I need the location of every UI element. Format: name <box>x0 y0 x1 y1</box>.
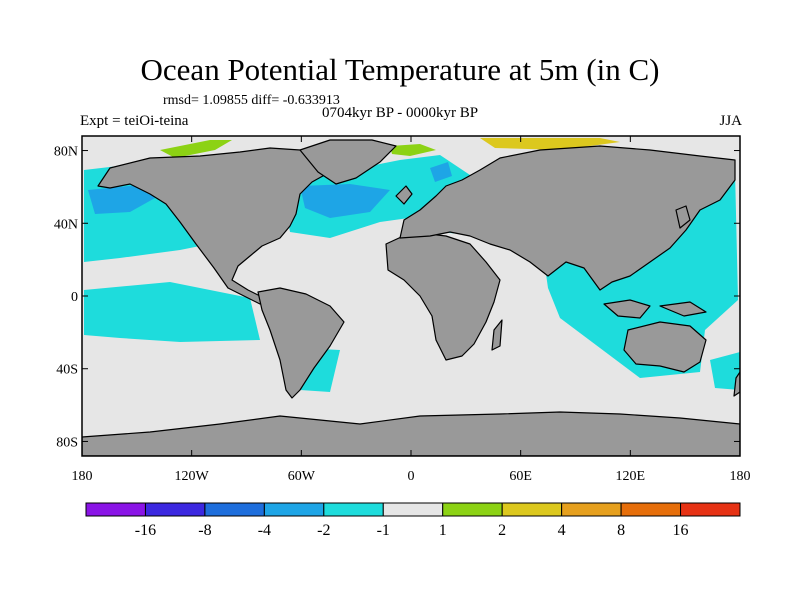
siberian-shelf-warmer-patch <box>480 138 620 150</box>
colorbar-swatch <box>620 502 682 517</box>
lon-tick-label: 180 <box>72 469 93 484</box>
warmer-anomaly-regions <box>480 138 620 150</box>
lat-tick-label: 80N <box>54 145 78 160</box>
greenland <box>299 139 397 185</box>
colorbar-label: 1 <box>439 522 447 539</box>
stats-label: rmsd= 1.09855 diff= -0.633913 <box>163 93 340 108</box>
indonesia <box>603 299 651 319</box>
australia <box>623 321 707 373</box>
colorbar-label: 2 <box>498 522 506 539</box>
period-label: 0704kyr BP - 0000kyr BP <box>322 105 479 121</box>
colorbar-label: 16 <box>673 522 689 539</box>
lat-tick-label: 0 <box>71 290 78 305</box>
japan <box>675 205 691 229</box>
lat-tick-label: 80S <box>56 435 78 450</box>
colorbar-swatch <box>501 502 563 517</box>
colorbar-swatch <box>85 502 146 517</box>
colorbar-swatch <box>204 502 265 517</box>
season-label: JJA <box>719 113 742 129</box>
experiment-label: Expt = teiOi-teina <box>80 113 189 129</box>
latitude-axis: 80N 40N 0 40S 80S <box>54 145 740 450</box>
north-atlantic-cooler-patch <box>300 184 390 218</box>
barents-warm-patch <box>390 144 436 156</box>
colorbar-label: -4 <box>258 522 271 539</box>
colorbar: -16 -8 -4 -2 -1 1 2 4 8 16 <box>85 502 741 539</box>
africa <box>385 231 501 361</box>
lon-tick-label: 120W <box>175 469 210 484</box>
colorbar-label: -2 <box>317 522 330 539</box>
madagascar <box>491 319 503 351</box>
land-masses <box>82 139 740 456</box>
colorbar-label: -8 <box>198 522 211 539</box>
tropical-pacific-cool-patch <box>84 282 260 342</box>
colorbar-swatch <box>442 502 503 517</box>
lon-tick-label: 120E <box>616 469 646 484</box>
map-title: Ocean Potential Temperature at 5m (in C) <box>140 52 660 87</box>
colorbar-swatch <box>323 502 384 517</box>
lon-tick-label: 60W <box>288 469 316 484</box>
colorbar-swatch <box>144 502 206 517</box>
lat-tick-label: 40N <box>54 217 78 232</box>
north-pacific-cooler-patch <box>88 185 155 214</box>
south-america <box>257 287 345 399</box>
antarctica <box>82 411 740 456</box>
colorbar-swatch <box>382 502 444 517</box>
map-panel <box>82 136 740 456</box>
eurasia <box>399 145 736 291</box>
colorbar-label: -1 <box>377 522 390 539</box>
new-guinea <box>659 301 707 317</box>
colorbar-swatch <box>263 502 325 517</box>
colorbar-label: -16 <box>135 522 156 539</box>
lat-tick-label: 40S <box>56 363 78 378</box>
colorbar-swatch <box>561 502 622 517</box>
colorbar-swatch <box>680 502 741 517</box>
norwegian-sea-cooler-patch <box>430 162 452 182</box>
tasman-cool-patch <box>710 352 740 390</box>
lon-tick-label: 60E <box>509 469 532 484</box>
arctic-warm-patch <box>160 140 232 158</box>
new-zealand <box>733 371 740 397</box>
lon-tick-label: 0 <box>408 469 415 484</box>
great-britain <box>395 185 413 205</box>
north-america <box>97 147 331 305</box>
colorbar-label: 8 <box>617 522 625 539</box>
longitude-axis: 180 120W 60W 0 60E 120E 180 <box>72 136 751 484</box>
colorbar-label: 4 <box>558 522 566 539</box>
lon-tick-label: 180 <box>730 469 751 484</box>
